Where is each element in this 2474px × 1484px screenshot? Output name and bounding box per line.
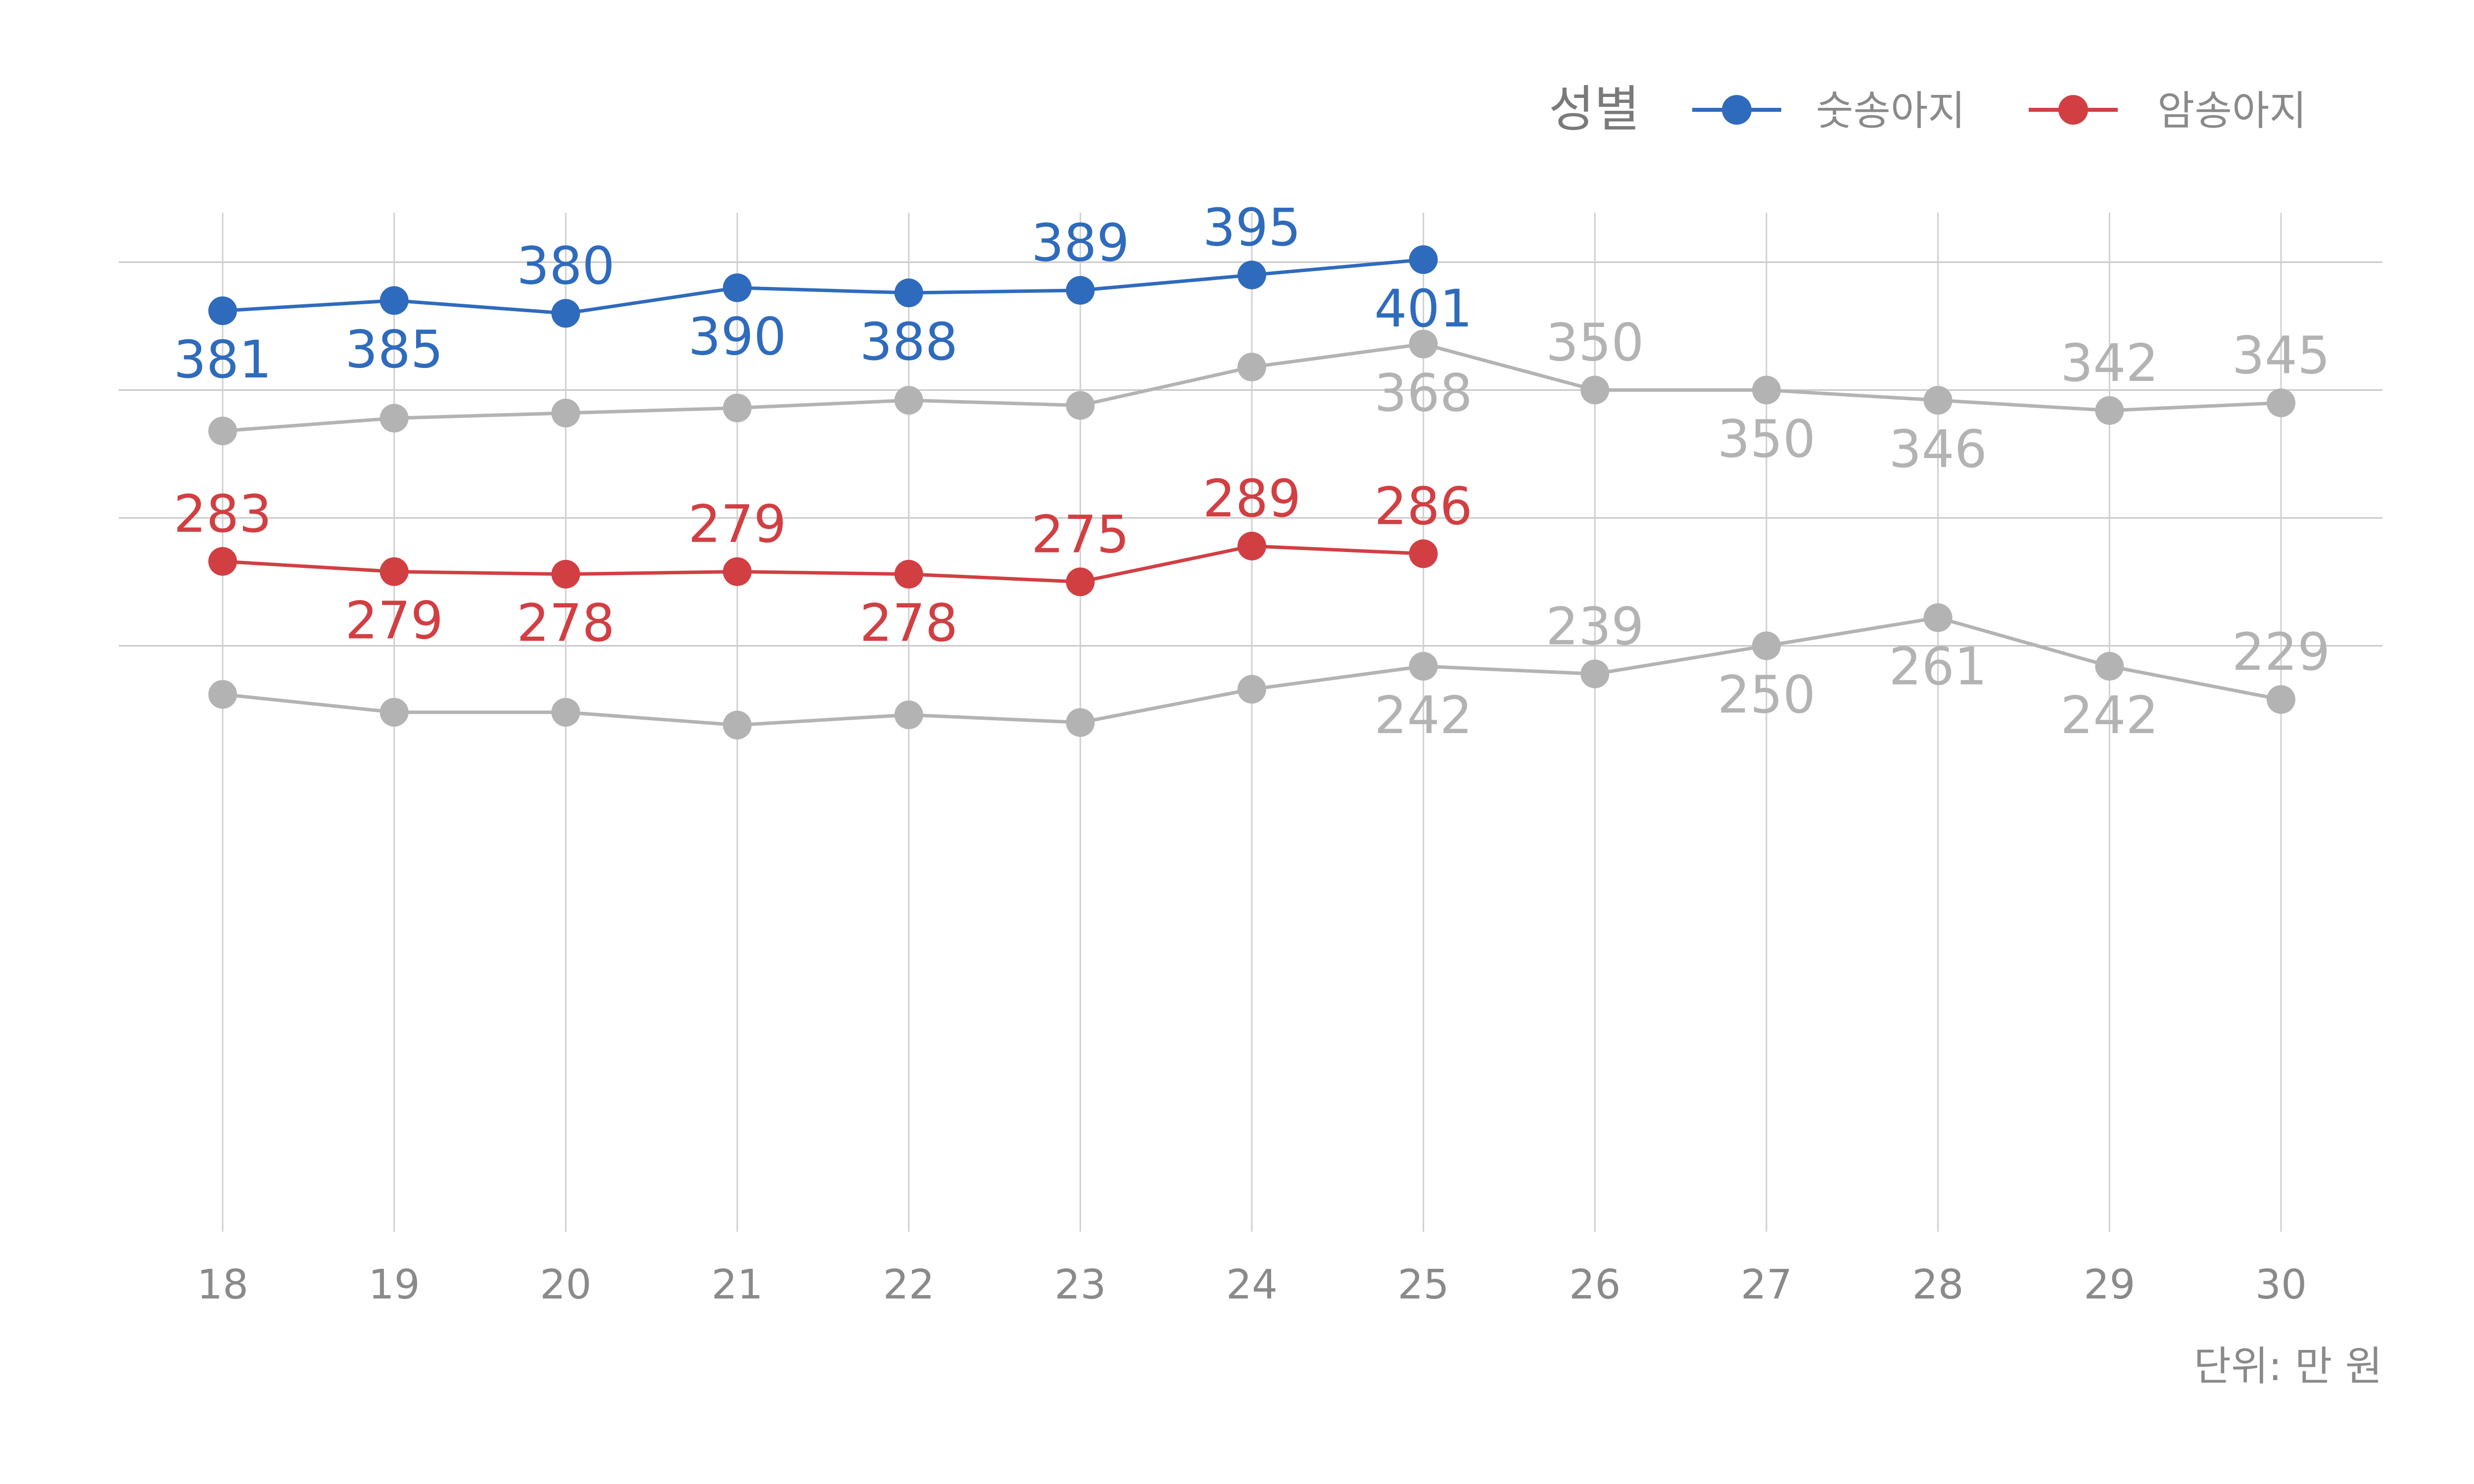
data-point <box>1066 391 1095 420</box>
data-point <box>1066 708 1095 737</box>
x-tick-label: 21 <box>712 1261 763 1308</box>
legend-title: 성별 <box>1549 80 1640 138</box>
data-label: 345 <box>2232 325 2331 385</box>
data-point <box>1066 276 1095 305</box>
data-point <box>1752 631 1781 660</box>
x-tick-label: 25 <box>1397 1261 1449 1308</box>
data-label: 390 <box>688 307 787 367</box>
data-point <box>551 299 580 328</box>
data-point <box>723 557 752 586</box>
data-label: 401 <box>1374 278 1473 339</box>
series-line <box>222 258 1424 315</box>
data-point <box>380 404 409 433</box>
data-point <box>380 697 409 727</box>
data-label: 342 <box>2060 333 2159 393</box>
data-point <box>1752 375 1781 405</box>
x-tick-label: 26 <box>1569 1261 1620 1308</box>
data-label: 289 <box>1203 468 1301 529</box>
data-label: 275 <box>1031 504 1130 564</box>
data-label: 350 <box>1546 313 1644 373</box>
x-tick-label: 29 <box>2084 1261 2135 1308</box>
data-label: 261 <box>1889 637 1987 697</box>
data-point <box>723 273 752 302</box>
data-point <box>1409 539 1438 568</box>
x-tick-label: 24 <box>1226 1261 1278 1308</box>
data-point <box>1409 245 1438 274</box>
legend-label-female: 암송아지 <box>2157 88 2307 135</box>
data-point <box>1409 329 1438 359</box>
data-point <box>894 700 923 730</box>
data-label: 283 <box>174 484 272 544</box>
x-tick-label: 22 <box>883 1261 934 1308</box>
data-point <box>208 417 237 446</box>
data-point <box>1923 603 1952 632</box>
data-label: 239 <box>1546 596 1644 656</box>
data-point <box>208 680 237 709</box>
data-label: 395 <box>1203 197 1301 258</box>
data-label: 385 <box>345 320 443 380</box>
x-tick-label: 28 <box>1912 1261 1963 1308</box>
data-label: 279 <box>345 591 443 651</box>
data-label: 368 <box>1374 363 1473 423</box>
grid <box>119 213 2382 1232</box>
data-point <box>208 547 237 576</box>
data-label: 350 <box>1717 409 1816 469</box>
data-point <box>2267 685 2295 714</box>
data-point <box>208 296 237 325</box>
data-label: 388 <box>859 312 958 372</box>
data-point <box>551 697 580 727</box>
data-point <box>1580 375 1610 405</box>
x-tick-label: 30 <box>2255 1261 2307 1308</box>
data-point <box>723 710 752 740</box>
data-point <box>894 559 923 589</box>
data-point <box>551 399 580 428</box>
data-points <box>208 245 2295 740</box>
x-axis: 18 19 20 21 22 23 24 25 26 27 28 29 30 <box>197 1261 2307 1308</box>
x-tick-label: 18 <box>197 1261 248 1308</box>
x-tick-label: 20 <box>540 1261 591 1308</box>
data-point <box>1237 352 1266 381</box>
x-tick-label: 19 <box>368 1261 420 1308</box>
data-point <box>1580 659 1610 689</box>
data-point <box>894 278 923 308</box>
data-label: 278 <box>859 593 958 653</box>
data-labels: 368 350 350 346 342 345 242 239 250 261 242 229 381 3… <box>174 197 2331 745</box>
legend-label-male: 숫송아지 <box>1816 88 1965 135</box>
data-point <box>2267 388 2295 417</box>
data-label: 346 <box>1889 419 1987 479</box>
legend: 성별 숫송아지 암송아지 <box>1549 80 2307 138</box>
data-point <box>2095 396 2124 425</box>
data-point <box>1237 675 1266 704</box>
data-point <box>723 393 752 422</box>
data-point <box>380 557 409 586</box>
data-label: 380 <box>517 235 615 296</box>
data-point <box>1237 260 1266 289</box>
data-label: 278 <box>517 593 615 653</box>
data-point <box>894 386 923 415</box>
data-label: 229 <box>2232 622 2331 682</box>
data-label: 242 <box>2060 685 2159 745</box>
unit-caption: 단위: 만 원 <box>2193 1343 2382 1390</box>
data-point <box>1409 651 1438 681</box>
series-line <box>222 544 1424 584</box>
x-tick-label: 27 <box>1741 1261 1792 1308</box>
x-tick-label: 23 <box>1054 1261 1106 1308</box>
data-point <box>2095 651 2124 681</box>
data-label: 381 <box>174 329 272 390</box>
data-point <box>1923 386 1952 415</box>
data-point <box>1066 567 1095 597</box>
legend-swatch-dot-male <box>1722 95 1752 125</box>
data-label: 389 <box>1031 213 1130 273</box>
legend-swatch-dot-female <box>2058 95 2088 125</box>
data-point <box>380 286 409 315</box>
data-label: 242 <box>1374 685 1473 745</box>
data-point <box>1237 531 1266 560</box>
data-point <box>551 559 580 589</box>
data-label: 286 <box>1374 476 1473 536</box>
data-label: 250 <box>1717 665 1816 725</box>
data-label: 279 <box>688 494 787 555</box>
